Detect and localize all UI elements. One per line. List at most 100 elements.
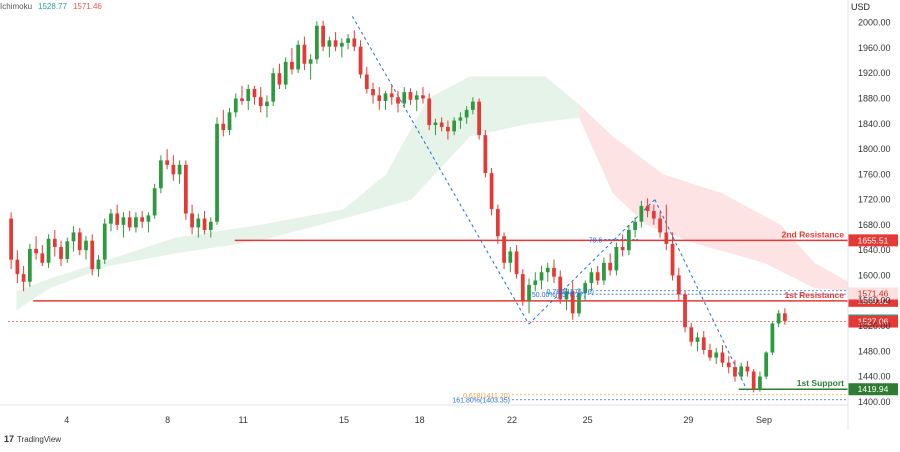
annotation-labels: 2nd Resistance 1655.51 1st Resistance 1559.… [452, 229, 898, 405]
level-price-tag [848, 234, 898, 247]
candle-body [683, 294, 687, 328]
candle-body [402, 92, 407, 104]
level-price-text: 1655.51 [858, 235, 889, 245]
time-axis: 4 8 11 15 18 22 25 29 Sep [0, 404, 848, 425]
indicator-name: Ichimoku [0, 2, 33, 11]
candle-body [115, 213, 120, 225]
candle-body [190, 213, 194, 228]
x-tick-label: 22 [507, 415, 517, 425]
candle-body [221, 123, 226, 131]
candle-body [577, 293, 581, 314]
candle-body [333, 40, 338, 47]
candle-body [670, 243, 675, 276]
fib-label: 50.00%(1570.37) [532, 292, 586, 299]
candle-body [159, 160, 163, 189]
level-price-text: 1419.94 [858, 384, 889, 394]
candle-body [121, 217, 126, 225]
candle-body [233, 98, 238, 113]
level-price-text: 1559.82 [858, 296, 889, 306]
x-tick-label: 4 [64, 415, 69, 425]
candle-body [689, 327, 694, 342]
y-tick-label: 1400.00 [858, 397, 891, 407]
candle-body [165, 160, 169, 165]
y-tick-label: 1720.00 [858, 195, 891, 205]
x-tick-label: 11 [239, 415, 248, 425]
currency-label: USD [850, 2, 870, 12]
candle-body [614, 247, 619, 271]
x-tick-label: 18 [415, 415, 425, 425]
x-tick-label: 25 [583, 415, 593, 425]
candle-body [495, 209, 500, 237]
y-tick-label: 1560.00 [858, 296, 891, 306]
candle-body [109, 213, 113, 224]
candle-body [427, 98, 432, 126]
candle-body [183, 164, 188, 214]
candle-body [602, 262, 606, 281]
candle-body [327, 40, 332, 47]
y-tick-label: 1480.00 [858, 346, 891, 356]
brand-name: TradingView [17, 434, 62, 444]
indicator-value-a: 1528.77 [38, 2, 67, 11]
candles [9, 20, 787, 393]
candle-body [65, 241, 70, 260]
tradingview-logo-icon: 17 [4, 434, 15, 444]
candle-body [458, 117, 463, 121]
x-tick-label: 8 [165, 415, 170, 425]
candle-body [252, 89, 257, 98]
x-tick-label: 15 [339, 415, 349, 425]
candle-body [9, 218, 13, 260]
candle-body [271, 73, 276, 102]
candle-body [40, 253, 45, 263]
candle-body [570, 291, 575, 314]
price-tag-text: 1527.06 [858, 317, 889, 327]
candle-body [414, 95, 419, 100]
candle-body [583, 283, 588, 294]
candle-body [776, 313, 781, 324]
candle-body [364, 74, 369, 89]
candle-body [464, 109, 469, 118]
candle-body [645, 205, 650, 211]
level-label: 2nd Resistance [782, 229, 845, 239]
y-tick-label: 1640.00 [858, 245, 891, 255]
y-tick-label: 1760.00 [858, 169, 891, 179]
candle-body [208, 221, 213, 230]
candle-body [552, 267, 556, 277]
y-tick-label: 1680.00 [858, 220, 891, 230]
candle-body [545, 267, 550, 273]
candle-body [758, 376, 762, 390]
candle-body [358, 46, 363, 75]
candle-body [527, 284, 531, 301]
candle-body [140, 217, 145, 222]
candle-body [102, 223, 107, 260]
candle-body [127, 217, 132, 228]
candle-body [502, 236, 506, 263]
candle-body [52, 238, 57, 247]
candle-body [433, 122, 438, 126]
candle-body [21, 274, 26, 282]
candle-body [84, 240, 88, 251]
level-price-tag [848, 383, 898, 396]
cloud-green [16, 76, 580, 311]
candle-body [265, 101, 269, 107]
candle-body [371, 89, 375, 96]
candle-body [439, 122, 444, 127]
candle-body [483, 135, 488, 174]
candle-body [296, 44, 301, 70]
candle-body [421, 95, 425, 99]
level-label: 1st Support [797, 378, 844, 388]
tradingview-branding[interactable]: 17 TradingView [4, 434, 61, 444]
candle-body [520, 274, 525, 301]
fib-label: 78.6 [589, 237, 603, 244]
y-tick-label: 1520.00 [858, 321, 891, 331]
candle-body [770, 323, 775, 353]
candle-body [720, 352, 725, 363]
candle-body [726, 362, 731, 368]
candle-body [215, 123, 219, 222]
swing-line [528, 199, 656, 325]
candle-body [745, 366, 750, 372]
candle-body [751, 371, 756, 390]
candle-body [227, 112, 232, 131]
candle-body [633, 221, 637, 230]
